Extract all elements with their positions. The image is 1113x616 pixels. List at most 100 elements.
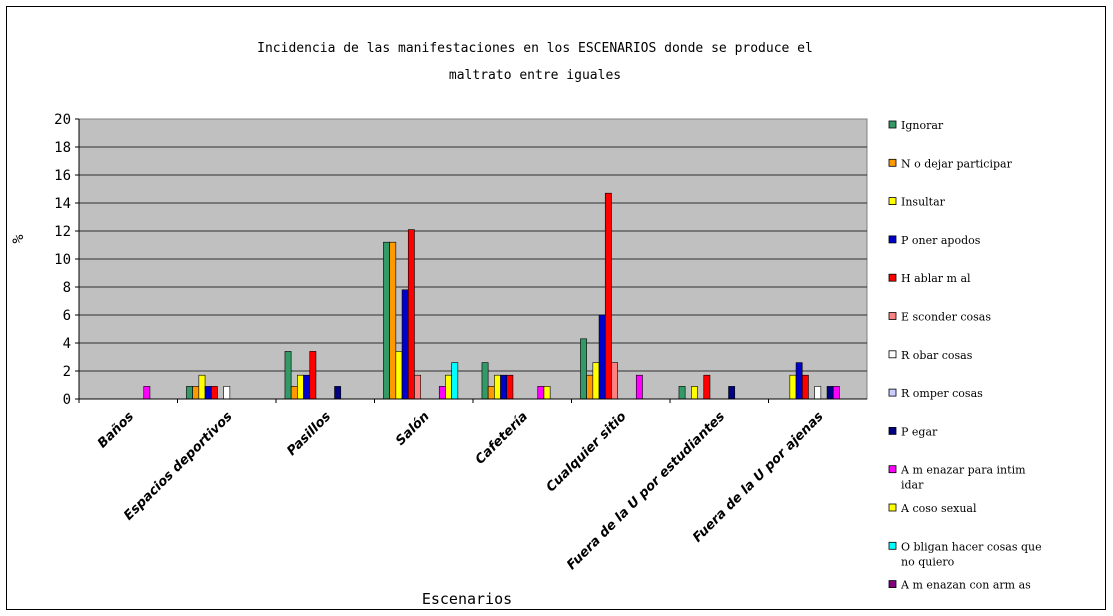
- bar: [284, 351, 292, 400]
- bar: [401, 289, 409, 400]
- legend-label: R omper cosas: [901, 387, 983, 400]
- legend-label: N o dejar participar: [901, 157, 1013, 170]
- legend-label: P egar: [901, 425, 938, 438]
- legend-swatch: [888, 312, 897, 320]
- legend-label: A m enazan con arm as: [900, 579, 1031, 592]
- bar: [789, 374, 797, 400]
- legend-swatch: [888, 120, 897, 129]
- y-tick-label: 0: [63, 392, 71, 408]
- bar: [445, 374, 452, 400]
- bar: [309, 351, 317, 400]
- legend-swatch: [888, 465, 897, 474]
- bar: [580, 338, 587, 400]
- bar: [297, 374, 304, 400]
- bar: [303, 374, 311, 400]
- x-tick-label: Cafetería: [473, 409, 531, 467]
- legend-label: R obar cosas: [901, 349, 973, 362]
- bar: [691, 386, 698, 400]
- gridlines: [79, 146, 867, 372]
- legend-swatch: [888, 388, 897, 397]
- bar: [592, 362, 600, 400]
- y-tick-label: 18: [54, 140, 71, 156]
- y-tick-labels: 0 2 4 6 8 10 12 14 16 18 20: [54, 112, 79, 408]
- legend-label: E sconder cosas: [901, 311, 991, 324]
- bar: [210, 386, 218, 400]
- bar: [500, 374, 508, 400]
- y-tick-label: 2: [63, 364, 71, 380]
- legend-swatch: [888, 197, 897, 206]
- bar: [438, 386, 446, 400]
- legend-label: P oner apodos: [901, 234, 981, 247]
- bar: [611, 362, 618, 400]
- bar: [728, 386, 736, 400]
- chart-frame: Incidencia de las manifestaciones en los…: [6, 6, 1106, 610]
- bar: [832, 386, 840, 400]
- bar: [635, 374, 643, 400]
- bar: [334, 386, 342, 400]
- legend-swatch: [888, 350, 897, 359]
- legend: Ignorar N o dejar participar Insultar P one…: [888, 119, 1042, 592]
- legend-swatch: [888, 235, 897, 244]
- y-tick-label: 10: [54, 252, 71, 268]
- bar: [487, 386, 495, 400]
- bar: [537, 386, 545, 400]
- legend-label: Ignorar: [901, 119, 944, 132]
- bar: [703, 374, 711, 400]
- bar: [143, 386, 151, 400]
- bar: [678, 386, 686, 400]
- bar: [481, 362, 489, 400]
- y-tick-label: 14: [54, 196, 71, 212]
- bar: [407, 229, 415, 400]
- bar: [192, 386, 200, 400]
- y-tick-label: 20: [54, 112, 71, 128]
- x-tick-label: Fuera de la U por estudiantes: [564, 409, 728, 573]
- y-tick-label: 8: [63, 280, 71, 296]
- bar: [586, 374, 594, 400]
- x-tick-label: Cualquier sitio: [544, 409, 630, 495]
- legend-label: H ablar m al: [901, 272, 971, 285]
- legend-swatch: [888, 426, 897, 435]
- bar: [395, 351, 403, 400]
- legend-swatch: [888, 273, 897, 282]
- legend-swatch: [888, 541, 897, 550]
- legend-label: A coso sexual: [900, 502, 977, 515]
- bar: [598, 314, 606, 400]
- y-tick-label: 16: [54, 168, 71, 184]
- y-tick-label: 6: [63, 308, 71, 324]
- legend-swatch: [888, 158, 897, 167]
- legend-label: Insultar: [901, 196, 946, 209]
- x-tick-label: Espacios deportivos: [121, 409, 235, 523]
- bar: [604, 192, 612, 400]
- y-axis-title: %: [9, 234, 27, 243]
- legend-swatch: [888, 580, 897, 588]
- bar: [494, 374, 501, 400]
- legend-swatch: [888, 503, 897, 512]
- bar: [543, 386, 551, 400]
- chart-title-line-1: Incidencia de las manifestaciones en los…: [257, 41, 813, 56]
- bar: [389, 241, 397, 400]
- bar: [451, 362, 459, 400]
- chart-title: Incidencia de las manifestaciones en los…: [257, 41, 813, 83]
- bar: [826, 386, 834, 400]
- bar: [414, 374, 421, 400]
- bar: [814, 386, 822, 400]
- bars: [143, 192, 840, 400]
- legend-label: A m enazar para intim idar: [900, 464, 1026, 492]
- bar: [186, 386, 193, 400]
- y-tick-label: 4: [63, 336, 71, 352]
- legend-label: O bligan hacer cosas que no quiero: [901, 540, 1042, 568]
- bar: [383, 241, 390, 400]
- x-tick-label: Pasillos: [284, 409, 334, 459]
- bar: [801, 374, 809, 400]
- bar: [290, 386, 298, 400]
- bar: [223, 386, 231, 400]
- chart-title-line-2: maltrato entre iguales: [449, 68, 621, 83]
- chart-canvas: Incidencia de las manifestaciones en los…: [9, 41, 1042, 608]
- x-axis-title: Escenarios: [422, 590, 512, 608]
- x-tick-label: Baños: [95, 409, 137, 451]
- x-tick-label: Salón: [393, 409, 432, 448]
- bar: [204, 386, 212, 400]
- bar: [795, 362, 803, 400]
- bar: [198, 374, 206, 400]
